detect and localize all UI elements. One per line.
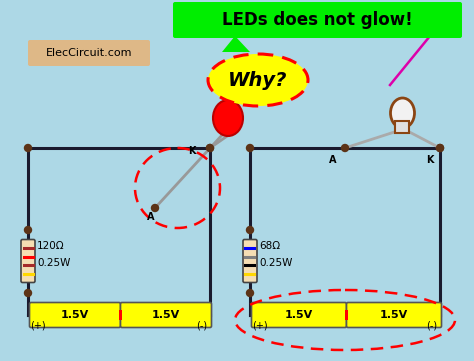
Text: Why?: Why? bbox=[228, 70, 288, 90]
Text: 68Ω: 68Ω bbox=[259, 241, 280, 251]
Circle shape bbox=[207, 144, 213, 152]
Circle shape bbox=[25, 226, 31, 234]
Text: 1.5V: 1.5V bbox=[152, 310, 180, 320]
Text: (-): (-) bbox=[196, 321, 207, 331]
FancyBboxPatch shape bbox=[243, 239, 257, 283]
FancyBboxPatch shape bbox=[173, 2, 462, 38]
Text: A: A bbox=[329, 155, 337, 165]
FancyBboxPatch shape bbox=[395, 121, 410, 133]
FancyBboxPatch shape bbox=[28, 40, 150, 66]
Text: A: A bbox=[147, 212, 155, 222]
Text: K: K bbox=[188, 146, 195, 156]
FancyBboxPatch shape bbox=[21, 239, 35, 283]
Text: LEDs does not glow!: LEDs does not glow! bbox=[222, 11, 413, 29]
Circle shape bbox=[246, 144, 254, 152]
FancyBboxPatch shape bbox=[29, 303, 120, 327]
Circle shape bbox=[25, 290, 31, 296]
Circle shape bbox=[246, 226, 254, 234]
Text: 0.25W: 0.25W bbox=[259, 258, 292, 268]
Circle shape bbox=[152, 204, 158, 212]
FancyBboxPatch shape bbox=[346, 303, 441, 327]
Circle shape bbox=[25, 144, 31, 152]
Text: 120Ω: 120Ω bbox=[37, 241, 64, 251]
Circle shape bbox=[207, 144, 213, 152]
Circle shape bbox=[437, 144, 444, 152]
Text: (+): (+) bbox=[252, 321, 268, 331]
Text: ElecCircuit.com: ElecCircuit.com bbox=[46, 48, 132, 58]
Text: 1.5V: 1.5V bbox=[61, 310, 89, 320]
Text: 1.5V: 1.5V bbox=[285, 310, 313, 320]
Ellipse shape bbox=[208, 54, 308, 106]
FancyBboxPatch shape bbox=[252, 303, 346, 327]
Text: (-): (-) bbox=[426, 321, 437, 331]
Bar bbox=[345, 310, 348, 320]
Circle shape bbox=[246, 290, 254, 296]
Ellipse shape bbox=[391, 98, 414, 128]
Ellipse shape bbox=[213, 100, 243, 136]
Text: K: K bbox=[426, 155, 434, 165]
Circle shape bbox=[341, 144, 348, 152]
Bar bbox=[119, 310, 122, 320]
Text: 1.5V: 1.5V bbox=[380, 310, 408, 320]
Text: (+): (+) bbox=[30, 321, 46, 331]
FancyBboxPatch shape bbox=[120, 303, 211, 327]
Circle shape bbox=[437, 144, 444, 152]
Polygon shape bbox=[222, 36, 250, 52]
Text: 0.25W: 0.25W bbox=[37, 258, 70, 268]
